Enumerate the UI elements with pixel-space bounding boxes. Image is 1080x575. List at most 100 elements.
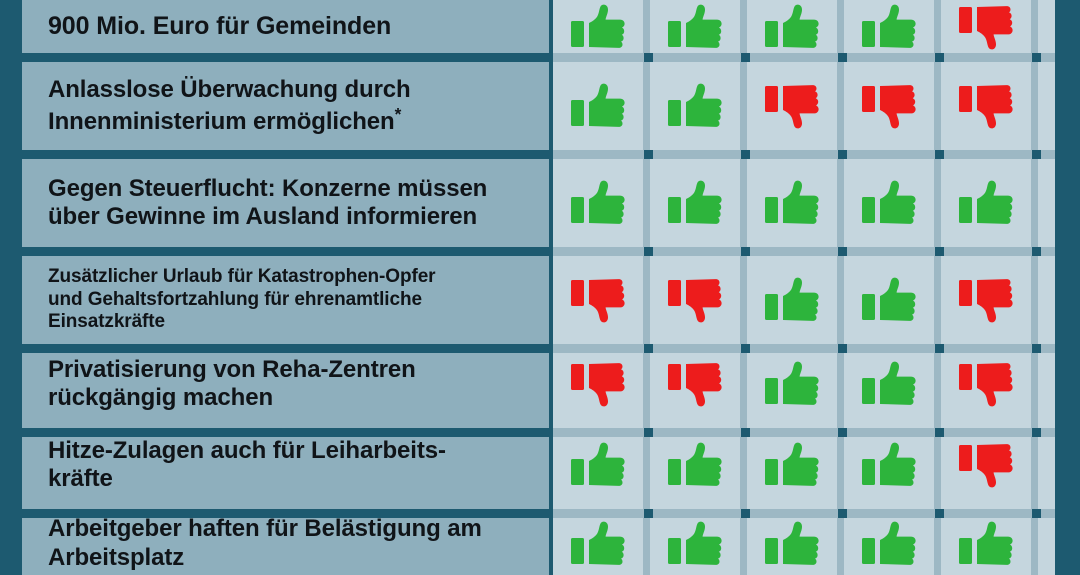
row-separator-dark <box>22 150 553 159</box>
vote-cell-group <box>553 256 1055 344</box>
column-divider <box>837 256 844 344</box>
vote-cell <box>941 62 1031 150</box>
column-divider <box>934 0 941 53</box>
table-row: Zusätzlicher Urlaub für Katastrophen-Opf… <box>0 256 1080 344</box>
panel-divider <box>549 0 553 53</box>
vote-cell-partial <box>1038 340 1055 428</box>
thumbs-up-icon <box>570 83 626 129</box>
column-divider <box>643 0 650 53</box>
row-left-gutter <box>0 159 22 247</box>
thumbs-down-icon <box>667 361 723 407</box>
grid-intersection-node <box>644 247 653 256</box>
table-row: Privatisierung von Reha-Zentren rückgängi… <box>0 340 1080 428</box>
vote-cell-partial <box>1038 0 1055 53</box>
grid-intersection-node <box>644 509 653 518</box>
row-right-gutter <box>1055 340 1080 428</box>
column-divider <box>934 159 941 247</box>
grid-intersection-node <box>741 53 750 62</box>
thumbs-up-icon <box>764 277 820 323</box>
vote-cell <box>844 62 934 150</box>
vote-cell <box>844 512 934 575</box>
vote-cell <box>747 159 837 247</box>
topic-line: Gegen Steuerflucht: Konzerne müssen <box>48 174 488 202</box>
thumbs-up-icon <box>861 180 917 226</box>
vote-cell <box>553 0 643 53</box>
thumbs-down-icon <box>958 4 1014 50</box>
grid-intersection-node <box>1032 344 1041 353</box>
panel-divider <box>549 421 553 509</box>
vote-cell-partial <box>1038 421 1055 509</box>
topic-cell: Privatisierung von Reha-Zentren rückgängi… <box>22 340 549 428</box>
vote-cell-group <box>553 62 1055 150</box>
vote-cell <box>553 159 643 247</box>
thumbs-up-icon <box>764 442 820 488</box>
topic-line: Innenministerium ermöglichen <box>48 108 395 135</box>
panel-divider <box>549 340 553 428</box>
row-separator <box>22 428 1055 437</box>
column-divider <box>740 0 747 53</box>
thumbs-up-icon <box>570 442 626 488</box>
column-divider <box>740 421 747 509</box>
topic-line: kräfte <box>48 465 113 492</box>
column-divider <box>740 159 747 247</box>
vote-cell-partial <box>1038 62 1055 150</box>
column-divider <box>1031 256 1038 344</box>
row-left-gutter <box>0 340 22 428</box>
grid-intersection-node <box>1032 53 1041 62</box>
vote-cell <box>747 512 837 575</box>
row-separator-dark <box>22 53 553 62</box>
column-divider <box>837 159 844 247</box>
vote-cell <box>941 256 1031 344</box>
panel-divider <box>549 512 553 575</box>
topic-label: 900 Mio. Euro für Gemeinden <box>48 12 391 42</box>
grid-intersection-node <box>838 53 847 62</box>
column-divider <box>1031 159 1038 247</box>
thumbs-down-icon <box>764 83 820 129</box>
vote-cell <box>747 62 837 150</box>
grid-intersection-node <box>935 509 944 518</box>
thumbs-up-icon <box>667 180 723 226</box>
column-divider <box>934 421 941 509</box>
topic-label: Anlasslose Überwachung durch Innenministe… <box>48 76 411 137</box>
vote-cell-partial <box>1038 159 1055 247</box>
table-row: Arbeitgeber haften für Belästigung am Arb… <box>0 512 1080 575</box>
vote-cell-partial <box>1038 256 1055 344</box>
row-separator <box>22 247 1055 256</box>
grid-intersection-node <box>935 150 944 159</box>
column-divider <box>934 512 941 575</box>
topic-line: Hitze-Zulagen auch für Leiharbeits- <box>48 436 446 464</box>
topic-label: Privatisierung von Reha-Zentren rückgängi… <box>48 356 416 413</box>
row-right-gutter <box>1055 421 1080 509</box>
row-right-gutter <box>1055 159 1080 247</box>
thumbs-down-icon <box>570 277 626 323</box>
panel-divider <box>549 256 553 344</box>
column-divider <box>934 62 941 150</box>
table-row: Gegen Steuerflucht: Konzerne müssen über … <box>0 159 1080 247</box>
vote-cell <box>650 256 740 344</box>
table-row: Anlasslose Überwachung durch Innenministe… <box>0 62 1080 150</box>
grid-intersection-node <box>741 247 750 256</box>
grid-intersection-node <box>935 247 944 256</box>
vote-cell <box>650 159 740 247</box>
vote-cell <box>844 0 934 53</box>
thumbs-up-icon <box>764 4 820 50</box>
grid-intersection-node <box>644 428 653 437</box>
vote-cell <box>941 159 1031 247</box>
thumbs-down-icon <box>667 277 723 323</box>
topic-label: Zusätzlicher Urlaub für Katastrophen-Opf… <box>48 266 436 333</box>
vote-cell <box>553 512 643 575</box>
topic-label: Arbeitgeber haften für Belästigung am Arb… <box>48 515 482 572</box>
column-divider <box>837 340 844 428</box>
topic-cell: Anlasslose Überwachung durch Innenministe… <box>22 62 549 150</box>
thumbs-up-icon <box>861 4 917 50</box>
thumbs-up-icon <box>861 521 917 567</box>
vote-cell <box>747 256 837 344</box>
topic-cell: Zusätzlicher Urlaub für Katastrophen-Opf… <box>22 256 549 344</box>
thumbs-up-icon <box>667 4 723 50</box>
topic-label: Gegen Steuerflucht: Konzerne müssen über … <box>48 175 487 232</box>
row-left-gutter <box>0 0 22 53</box>
thumbs-up-icon <box>764 361 820 407</box>
panel-divider <box>549 159 553 247</box>
topic-line: Arbeitgeber haften für Belästigung am <box>48 515 482 543</box>
thumbs-down-icon <box>958 361 1014 407</box>
